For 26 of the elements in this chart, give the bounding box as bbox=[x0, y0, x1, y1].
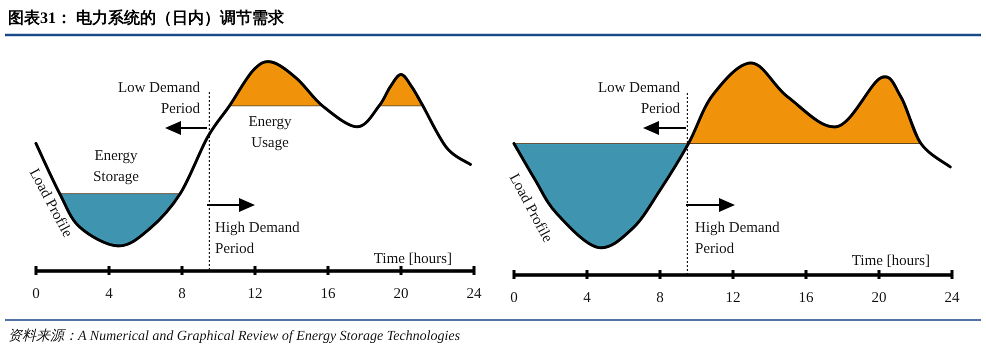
text: Load Profile bbox=[26, 166, 76, 240]
x-tick-label: 24 bbox=[466, 286, 482, 302]
x-tick-label: 12 bbox=[726, 290, 740, 306]
x-tick-label: 24 bbox=[944, 290, 960, 306]
x-tick-label: 20 bbox=[394, 286, 408, 302]
x-axis-title: Time [hours] bbox=[374, 251, 452, 267]
x-tick-label: 16 bbox=[320, 286, 336, 302]
x-tick-label: 0 bbox=[510, 290, 518, 306]
chart-title: 图表31： 电力系统的（日内）调节需求 bbox=[8, 9, 285, 27]
x-tick-label: 0 bbox=[32, 286, 40, 302]
text: 资料来源：A Numerical and Graphical Review of Energy Storage Technologies bbox=[8, 328, 461, 344]
annotation: Low Demand Period bbox=[598, 80, 680, 117]
series-label: Energy Storage bbox=[93, 148, 140, 185]
annotation: High Demand Period bbox=[695, 220, 780, 257]
text: Load Profile bbox=[506, 171, 556, 246]
annotation: High Demand Period bbox=[215, 220, 300, 257]
x-tick-label: 8 bbox=[656, 290, 664, 306]
x-tick-label: 12 bbox=[248, 286, 262, 302]
x-tick-label: 8 bbox=[178, 286, 186, 302]
annotation: Low Demand Period bbox=[118, 80, 200, 117]
x-tick-label: 4 bbox=[583, 290, 592, 306]
x-tick-label: 20 bbox=[872, 290, 886, 306]
x-tick-label: 4 bbox=[105, 286, 114, 302]
series-label: Energy Usage bbox=[248, 114, 292, 151]
x-axis-title: Time [hours] bbox=[852, 253, 930, 269]
x-tick-label: 16 bbox=[798, 290, 814, 306]
